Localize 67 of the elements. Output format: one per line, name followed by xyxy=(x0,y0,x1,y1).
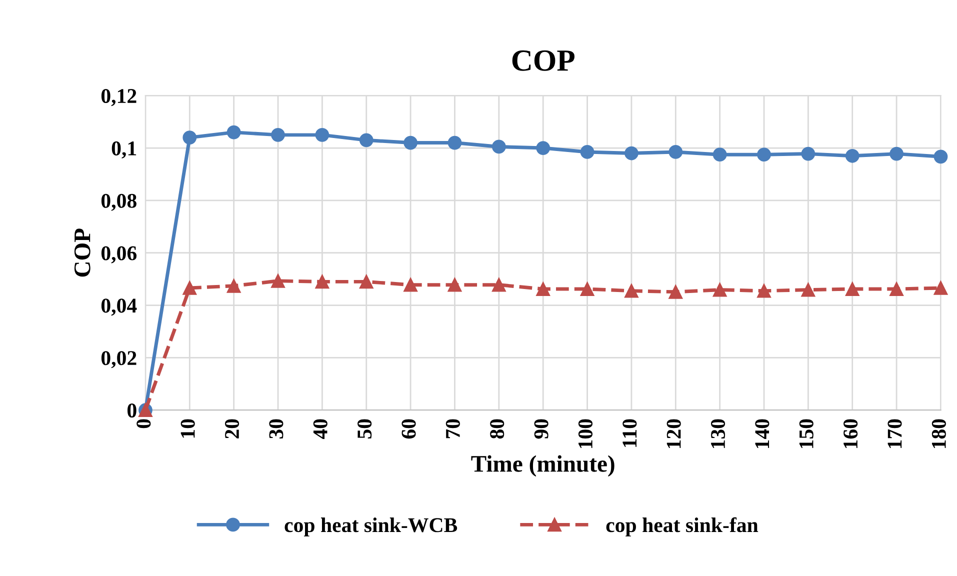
x-tick-label: 140 xyxy=(755,419,770,448)
point xyxy=(492,278,506,292)
x-tick-label: 40 xyxy=(313,419,328,439)
y-axis-title: COP xyxy=(74,228,90,277)
point xyxy=(712,148,727,162)
point xyxy=(182,281,197,295)
point xyxy=(801,146,816,161)
point xyxy=(757,284,771,298)
x-tick-label: 100 xyxy=(578,419,592,448)
point xyxy=(315,274,330,289)
point xyxy=(580,282,594,296)
y-tick-label: 0,12 xyxy=(101,88,136,106)
point xyxy=(801,282,816,297)
x-tick-label: 130 xyxy=(710,419,726,448)
x-axis-title: Time (minute) xyxy=(471,455,614,477)
y-tick-label: 0,02 xyxy=(101,351,136,368)
chart-title: COP xyxy=(512,50,574,71)
point xyxy=(845,282,860,296)
y-tick-label: 0,1 xyxy=(112,141,136,158)
x-tick-label: 150 xyxy=(799,419,814,448)
x-tick-label: 60 xyxy=(402,419,416,439)
point xyxy=(315,128,330,142)
point xyxy=(404,136,418,150)
point xyxy=(226,125,241,140)
x-tick-label: 20 xyxy=(224,419,240,438)
y-tick-label: 0,06 xyxy=(101,246,137,264)
point xyxy=(712,282,727,297)
x-tick-label: 70 xyxy=(446,419,460,438)
point xyxy=(624,284,638,298)
point xyxy=(668,145,683,159)
point xyxy=(934,150,948,164)
point xyxy=(359,133,374,148)
point xyxy=(271,274,285,288)
point xyxy=(845,148,860,163)
point xyxy=(580,145,594,159)
point xyxy=(536,141,550,155)
y-tick-label: 0,08 xyxy=(101,194,136,211)
x-tick-label: 80 xyxy=(490,419,504,439)
y-tick-label: 0 xyxy=(128,403,136,418)
x-tick-label: 0 xyxy=(136,419,151,428)
x-tick-label: 180 xyxy=(932,419,946,448)
point xyxy=(890,146,904,161)
point xyxy=(757,148,771,162)
point xyxy=(448,136,462,150)
point xyxy=(934,281,948,295)
x-tick-label: 160 xyxy=(844,419,858,448)
point xyxy=(448,278,462,292)
x-tick-label: 10 xyxy=(180,419,195,438)
legend-label: cop heat sink-WCB xyxy=(284,518,458,536)
point xyxy=(890,282,904,296)
point xyxy=(492,140,506,154)
point xyxy=(226,278,241,293)
x-tick-label: 110 xyxy=(622,419,637,447)
point xyxy=(668,284,683,299)
x-tick-label: 170 xyxy=(888,419,902,448)
point xyxy=(359,274,374,289)
x-tick-label: 90 xyxy=(534,419,548,439)
point xyxy=(624,146,638,160)
y-tick-label: 0,04 xyxy=(101,298,137,316)
point xyxy=(271,128,285,142)
point xyxy=(182,130,197,144)
legend-label: cop heat sink-fan xyxy=(606,517,758,536)
x-tick-label: 120 xyxy=(666,419,681,448)
point xyxy=(404,278,418,292)
point xyxy=(536,282,550,296)
x-tick-label: 30 xyxy=(269,419,284,438)
x-tick-label: 50 xyxy=(358,419,372,438)
